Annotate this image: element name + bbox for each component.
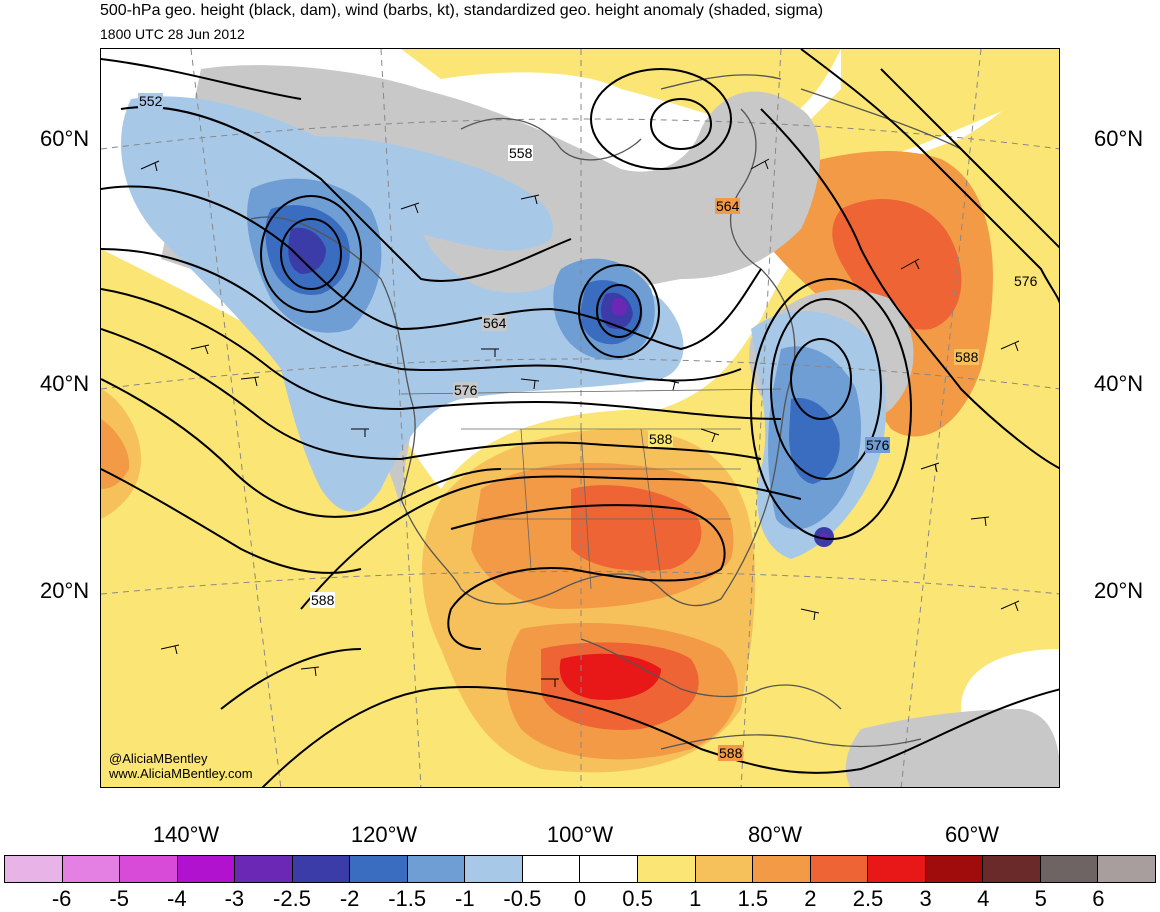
colorbar-tick-label: 2 — [804, 886, 817, 911]
anomaly-negative-lightblue-north — [280, 136, 553, 251]
lat-label-20n-left: 20°N — [40, 578, 90, 603]
map-canvas — [101, 49, 1059, 787]
contour-label-564-east: 564 — [715, 198, 741, 214]
colorbar-tick-label: 1.5 — [737, 886, 769, 911]
height-contours — [101, 49, 1059, 787]
colorbar-swatch — [292, 856, 351, 882]
colorbar-swatch — [407, 856, 466, 882]
colorbar-tick-label: 6 — [1092, 886, 1105, 911]
lon-label-140w: 140°W — [152, 822, 220, 847]
watermark-website: www.AliciaMBentley.com — [109, 766, 253, 781]
contour-label-576-northeast: 576 — [1013, 273, 1039, 289]
lat-label-20n-right: 20°N — [1094, 578, 1144, 603]
colorbar-swatch — [695, 856, 754, 882]
colorbar-tick-label: -3 — [224, 886, 245, 911]
graticule — [101, 49, 1059, 787]
colorbar-tick-label: 2.5 — [852, 886, 884, 911]
colorbar-tick-label: -0.5 — [503, 886, 542, 911]
map-valid-time: 1800 UTC 28 Jun 2012 — [100, 26, 245, 42]
colorbar-swatch — [1098, 856, 1155, 882]
colorbar-tick-label: -6 — [51, 886, 72, 911]
contour-label-576-east: 576 — [865, 437, 891, 453]
lat-label-40n-right: 40°N — [1094, 371, 1144, 396]
map-panel: 552 558 564 564 576 576 576 588 588 588 … — [100, 48, 1060, 788]
colorbar-swatch — [120, 856, 178, 882]
lat-label-40n-left: 40°N — [40, 371, 90, 396]
colorbar-swatch — [810, 856, 869, 882]
colorbar-tick-label: 5 — [1034, 886, 1047, 911]
colorbar-tick-label: 0.5 — [622, 886, 653, 911]
colorbar-tick-label: -5 — [109, 886, 129, 911]
anomaly-colorbar — [4, 855, 1156, 883]
contour-label-558: 558 — [508, 145, 534, 161]
colorbar-tick-label: -1 — [455, 886, 475, 911]
anomaly-negative-blue-east — [789, 398, 840, 484]
colorbar-swatch — [177, 856, 236, 882]
colorbar-tick-label: 0 — [573, 886, 587, 911]
colorbar-swatch — [5, 856, 63, 882]
colorbar-swatch — [62, 856, 121, 882]
contour-label-588-east: 588 — [954, 349, 980, 365]
colorbar-swatch — [522, 856, 581, 882]
colorbar-tick-label: -4 — [167, 886, 187, 911]
lon-label-120w: 120°W — [350, 822, 418, 847]
colorbar-tick-label: 1 — [689, 886, 702, 911]
colorbar-swatch — [753, 856, 811, 882]
colorbar-tick-label: -1.5 — [388, 886, 427, 911]
wind-barbs — [140, 158, 1020, 687]
political-borders — [400, 388, 782, 590]
contour-label-552: 552 — [138, 93, 164, 109]
lon-label-80w: 80°W — [747, 822, 803, 847]
contour-label-588-south: 588 — [718, 745, 744, 761]
anomaly-positive-red-core — [571, 485, 702, 571]
colorbar-swatch — [868, 856, 926, 882]
watermark-handle: @AliciaMBentley — [109, 751, 208, 766]
anomaly-negative-core-center — [611, 298, 627, 316]
colorbar-swatch — [350, 856, 408, 882]
colorbar-swatch — [925, 856, 984, 882]
anomaly-positive-yellow-northeast — [721, 49, 1059, 249]
colorbar-swatch — [465, 856, 523, 882]
colorbar-swatch — [235, 856, 293, 882]
colorbar-tick-label: -2.5 — [273, 886, 311, 911]
contour-label-588-center: 588 — [648, 431, 674, 447]
coastlines — [250, 74, 962, 750]
colorbar-swatch — [638, 856, 696, 882]
author-watermark: @AliciaMBentley www.AliciaMBentley.com — [109, 751, 253, 781]
anomaly-positive-red-northeast — [832, 199, 962, 330]
colorbar-tick-label: 3 — [919, 886, 932, 911]
contour-label-576-west: 576 — [453, 382, 479, 398]
lat-label-60n-left: 60°N — [40, 126, 90, 151]
contour-label-564-center: 564 — [482, 315, 508, 331]
colorbar-swatch — [1040, 856, 1099, 882]
lon-label-60w: 60°W — [944, 822, 1000, 847]
colorbar-tick-label: -2 — [339, 886, 360, 911]
contour-label-588-west: 588 — [310, 592, 336, 608]
colorbar-tick-label: 4 — [977, 886, 990, 911]
anomaly-negative-dark-west — [288, 227, 326, 274]
lat-label-60n-right: 60°N — [1094, 126, 1144, 151]
colorbar-swatch — [580, 856, 639, 882]
map-title: 500-hPa geo. height (black, dam), wind (… — [100, 2, 824, 19]
lon-label-100w: 100°W — [546, 822, 614, 847]
anomaly-gray-southeast — [845, 709, 1059, 787]
colorbar-swatch — [983, 856, 1041, 882]
